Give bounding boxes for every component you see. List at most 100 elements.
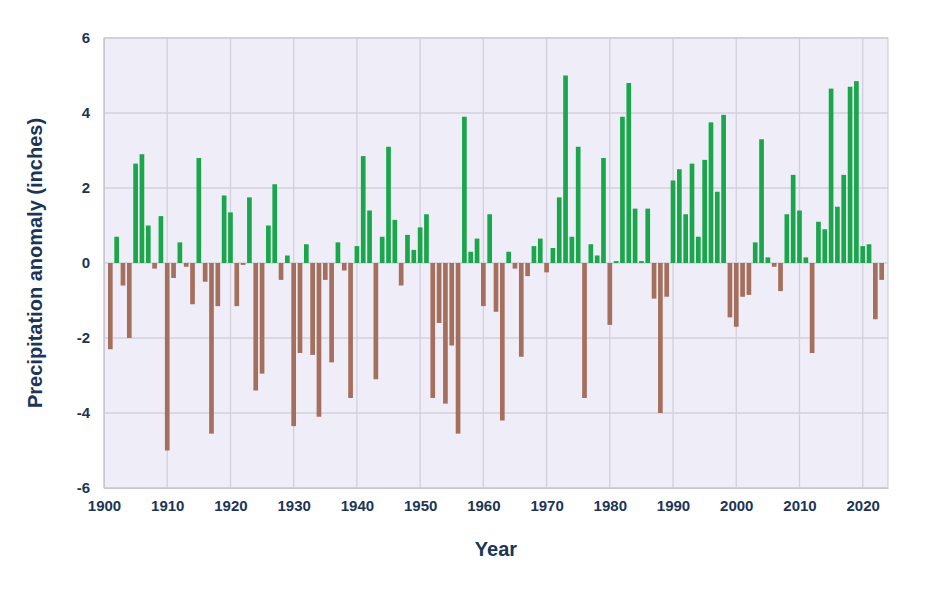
bar [734, 263, 739, 327]
x-tick-label: 1920 [214, 497, 247, 514]
bar [127, 263, 132, 338]
x-axis-line [105, 488, 889, 489]
x-tick-label: 1990 [657, 497, 690, 514]
x-tick: 1990 [657, 488, 690, 514]
x-tick: 1980 [594, 488, 627, 514]
bar [336, 242, 341, 263]
x-tick: 1940 [341, 488, 374, 514]
bar [879, 263, 884, 280]
x-tick: 2000 [720, 488, 753, 514]
bar [740, 263, 745, 297]
bar [494, 263, 499, 312]
bar [430, 263, 435, 398]
grid-line [104, 412, 888, 413]
y-tick: 2 [82, 179, 104, 196]
bar [759, 139, 764, 263]
bar [658, 263, 663, 413]
bar [595, 256, 600, 264]
x-tick-label: 1940 [341, 497, 374, 514]
y-tick-label: 6 [82, 29, 90, 46]
bar [468, 252, 473, 263]
x-tick-label: 1900 [88, 497, 121, 514]
bar [614, 261, 619, 263]
bar [190, 263, 195, 304]
x-tick-label: 1910 [151, 497, 184, 514]
bar [645, 209, 650, 263]
bar [538, 239, 543, 263]
bar [475, 239, 480, 263]
bar [848, 87, 853, 263]
x-tick: 1970 [530, 488, 563, 514]
bar [279, 263, 284, 280]
bar [272, 184, 277, 263]
bar [867, 244, 872, 263]
bar [532, 246, 537, 263]
bar [121, 263, 126, 286]
x-tick-label: 1930 [277, 497, 310, 514]
bar [513, 263, 518, 269]
bar [184, 263, 189, 267]
bar [405, 235, 410, 263]
bar [361, 156, 366, 263]
bar [860, 246, 865, 263]
x-tick: 1950 [404, 488, 437, 514]
grid-line [104, 337, 888, 338]
bar [234, 263, 239, 306]
bar [241, 263, 246, 265]
bar [551, 248, 556, 263]
bar [487, 214, 492, 263]
bar [310, 263, 315, 355]
bar [443, 263, 448, 404]
bar [544, 263, 549, 272]
y-tick-label: -4 [77, 404, 91, 421]
y-axis-line [104, 39, 105, 489]
bar [639, 261, 644, 263]
bar [873, 263, 878, 319]
bar [317, 263, 322, 417]
bar [399, 263, 404, 286]
bar [791, 175, 796, 263]
bar [247, 197, 252, 263]
bar [563, 76, 568, 264]
bar [696, 237, 701, 263]
bar [456, 263, 461, 434]
bar [386, 147, 391, 263]
bar [721, 115, 726, 263]
bar [424, 214, 429, 263]
bar [437, 263, 442, 323]
bar [411, 250, 416, 263]
grid [104, 38, 888, 488]
bar [854, 81, 859, 263]
bar [772, 263, 777, 267]
bar [196, 158, 201, 263]
bar [481, 263, 486, 306]
bar [355, 246, 360, 263]
y-tick-label: -6 [77, 479, 90, 496]
bar [671, 181, 676, 264]
bar [367, 211, 372, 264]
bar [140, 154, 145, 263]
bar [171, 263, 176, 278]
bar [778, 263, 783, 291]
x-tick: 2010 [783, 488, 816, 514]
bar [146, 226, 151, 264]
bar [582, 263, 587, 398]
grid-line [104, 187, 888, 188]
bar [557, 197, 562, 263]
bar [108, 263, 113, 349]
bar [222, 196, 227, 264]
grid-line [104, 112, 888, 113]
bar [342, 263, 347, 271]
bar [784, 214, 789, 263]
bar [816, 222, 821, 263]
bar [810, 263, 815, 353]
bar [822, 229, 827, 263]
bar [664, 263, 669, 297]
y-tick: 6 [82, 29, 104, 46]
bar [506, 252, 511, 263]
bar [690, 164, 695, 263]
bar [633, 209, 638, 263]
bar [266, 226, 271, 264]
x-tick-label: 1970 [530, 497, 563, 514]
bar [525, 263, 530, 276]
